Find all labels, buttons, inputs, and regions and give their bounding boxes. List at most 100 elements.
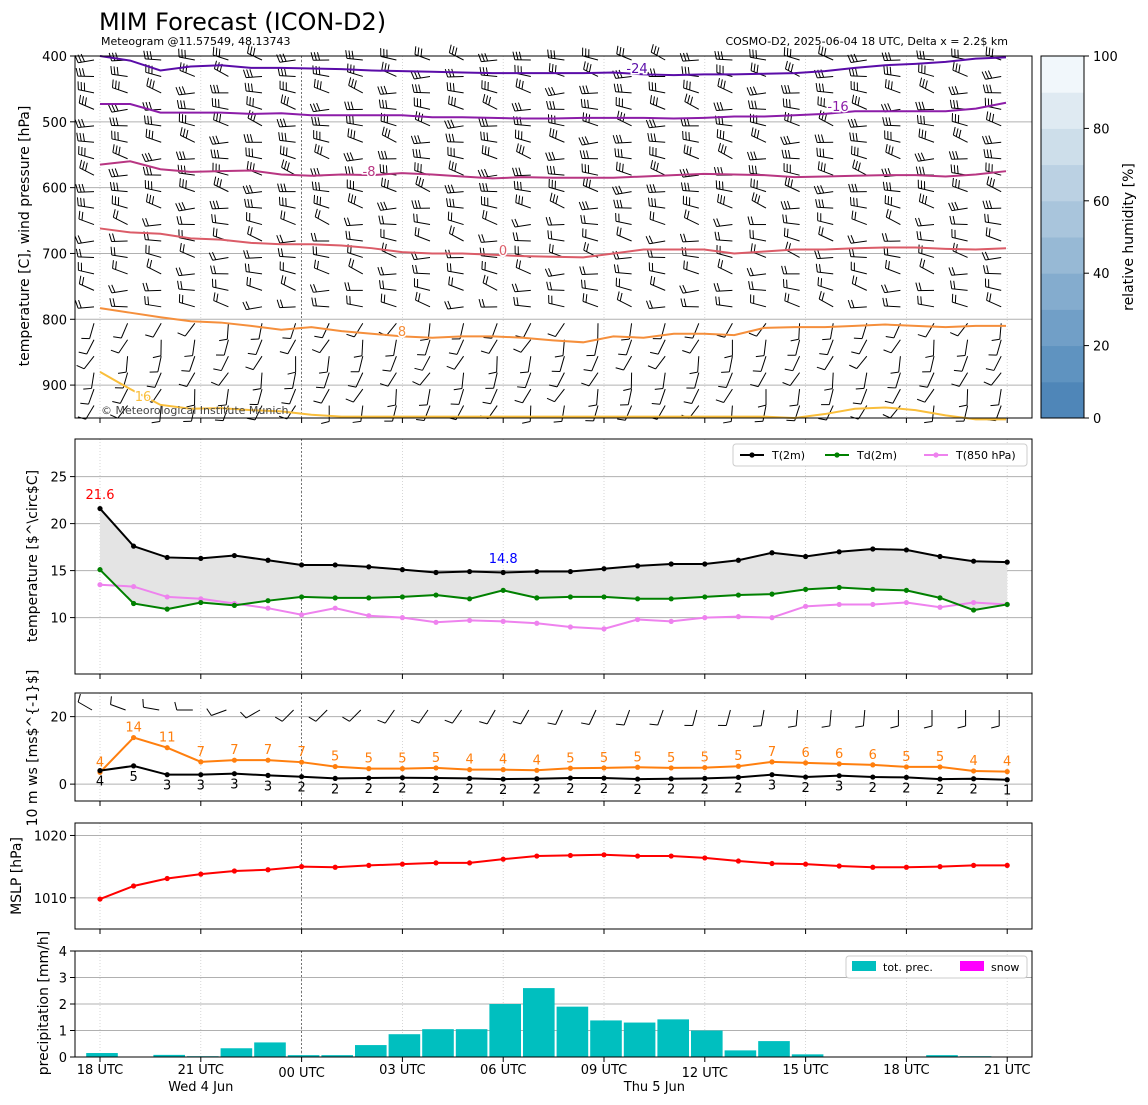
- upper-air-wind-barb-feather: [511, 219, 516, 228]
- upper-air-wind-barb-feather: [511, 283, 516, 292]
- upper-air-wind-barb: [922, 356, 935, 373]
- isotherm-label: 16: [135, 390, 152, 405]
- upper-air-wind-barb-feather: [515, 194, 518, 203]
- upper-air-wind-barb: [450, 388, 465, 405]
- upper-air-wind-barb: [547, 49, 565, 61]
- upper-air-wind-barb-staff: [245, 256, 263, 259]
- upper-air-wind-barb-staff: [482, 101, 498, 110]
- wind-gust-point: [1004, 769, 1010, 775]
- upper-air-wind-barb: [413, 213, 431, 226]
- upper-air-wind-barb-feather: [713, 102, 717, 111]
- upper-air-wind-barb-staff: [716, 239, 733, 242]
- upper-air-wind-barb-staff: [615, 191, 632, 195]
- precip-bar: [691, 1030, 723, 1057]
- surface-wind-barb-feather: [752, 725, 762, 727]
- upper-air-wind-barb-feather: [656, 162, 659, 172]
- upper-air-wind-barb: [680, 298, 699, 308]
- isotherm-label: 8: [398, 325, 406, 340]
- temperature-series-point: [500, 569, 506, 576]
- upper-air-wind-barb-feather: [482, 93, 486, 103]
- upper-air-wind-barb-feather: [175, 86, 180, 96]
- upper-air-wind-barb: [984, 278, 1002, 291]
- wind-speed-point: [131, 763, 137, 769]
- upper-air-wind-barb-staff: [218, 372, 229, 386]
- temperature-series-point: [366, 564, 372, 570]
- upper-air-wind-barb: [513, 339, 532, 353]
- upper-air-wind-barb-feather: [351, 166, 354, 175]
- precip-bar: [623, 1022, 656, 1057]
- upper-air-wind-barb-feather: [321, 421, 330, 425]
- upper-air-wind-barb-staff: [649, 154, 666, 160]
- upper-air-wind-barb-staff: [179, 301, 195, 308]
- upper-air-wind-barb: [178, 48, 195, 61]
- upper-air-wind-barb: [382, 356, 397, 372]
- upper-air-wind-barb: [682, 339, 700, 354]
- upper-air-wind-barb-staff: [348, 200, 364, 209]
- upper-air-wind-barb: [219, 323, 229, 342]
- upper-air-wind-barb: [781, 149, 800, 160]
- upper-air-wind-barb-feather: [586, 243, 589, 252]
- upper-air-ytick-label: 600: [42, 182, 67, 197]
- wind-speed-label: 2: [432, 782, 440, 797]
- wind-gust-point: [399, 766, 405, 772]
- wind-gust-label: 5: [667, 751, 675, 766]
- upper-air-wind-barb-feather: [181, 202, 186, 210]
- upper-air-wind-barb-feather: [485, 276, 489, 285]
- upper-air-wind-barb-feather: [81, 96, 84, 105]
- upper-air-wind-barb: [444, 119, 464, 129]
- upper-air-wind-barb-feather: [446, 198, 449, 207]
- wind-gust-label: 6: [801, 746, 809, 761]
- upper-air-wind-barb: [278, 132, 296, 143]
- upper-air-wind-barb-feather: [110, 349, 119, 354]
- mslp-point: [937, 864, 943, 870]
- upper-air-wind-barb-feather: [454, 97, 456, 107]
- surface-wind-barb-feather: [342, 716, 350, 722]
- upper-air-wind-barb-feather: [613, 199, 617, 208]
- upper-air-wind-barb-feather: [992, 179, 995, 188]
- upper-air-wind-barb-feather: [680, 298, 684, 307]
- upper-air-wind-barb-feather: [511, 103, 516, 112]
- upper-air-wind-barb: [112, 209, 128, 225]
- upper-air-wind-barb-feather: [578, 201, 583, 210]
- upper-air-wind-barb-staff: [111, 73, 128, 77]
- upper-air-wind-barb-feather: [622, 48, 625, 57]
- upper-air-wind-barb: [821, 388, 834, 406]
- legend-marker: [834, 452, 840, 458]
- upper-air-wind-barb: [511, 218, 531, 228]
- upper-air-wind-barb-feather: [386, 179, 389, 189]
- upper-air-wind-barb-staff: [591, 355, 599, 372]
- upper-air-wind-barb-staff: [850, 59, 867, 63]
- upper-air-wind-barb: [790, 323, 801, 342]
- upper-air-wind-barb-feather: [651, 403, 661, 405]
- upper-air-wind-barb-staff: [279, 139, 296, 143]
- upper-air-wind-barb-feather: [814, 250, 818, 259]
- upper-air-wind-barb-feather: [515, 232, 519, 241]
- upper-air-wind-barb-feather: [75, 184, 79, 193]
- wind-gust-label: 6: [835, 747, 843, 762]
- upper-air-wind-barb-feather: [717, 77, 720, 87]
- upper-air-wind-barb: [448, 339, 465, 355]
- upper-air-wind-barb: [152, 339, 162, 359]
- upper-air-wind-barb: [448, 225, 464, 242]
- upper-air-wind-barb: [216, 339, 229, 356]
- upper-air-wind-barb-staff: [953, 134, 968, 143]
- upper-air-wind-barb: [847, 118, 867, 128]
- upper-air-wind-barb-staff: [615, 220, 632, 226]
- upper-air-wind-barb-staff: [493, 372, 498, 389]
- upper-air-wind-barb-feather: [986, 176, 990, 185]
- upper-air-wind-barb-feather: [984, 70, 990, 79]
- upper-air-wind-barb-staff: [414, 75, 431, 80]
- upper-air-wind-barb-feather: [649, 119, 653, 128]
- upper-air-wind-barb-feather: [885, 208, 889, 218]
- upper-air-wind-barb-staff: [932, 339, 935, 356]
- upper-air-wind-barb-staff: [178, 92, 195, 96]
- upper-air-wind-barb: [780, 135, 800, 145]
- upper-air-wind-barb: [350, 356, 364, 373]
- upper-air-wind-barb-staff: [582, 120, 599, 127]
- upper-air-wind-barb-feather: [349, 115, 351, 124]
- upper-air-wind-barb: [647, 132, 666, 143]
- upper-air-wind-barb-staff: [313, 189, 330, 193]
- upper-air-wind-barb-feather: [916, 50, 919, 59]
- upper-air-wind-barb: [679, 233, 699, 243]
- upper-air-wind-barb: [74, 118, 95, 128]
